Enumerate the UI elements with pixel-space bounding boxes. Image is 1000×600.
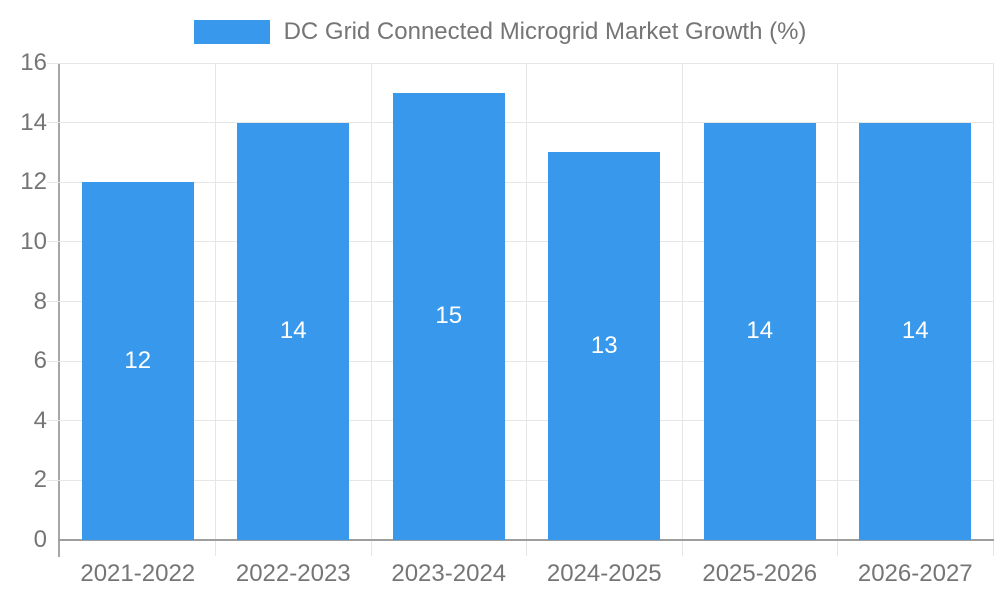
legend-swatch <box>193 20 270 44</box>
category-gridline <box>992 63 994 556</box>
y-tick-label: 0 <box>33 526 47 553</box>
bar-value-label: 13 <box>590 332 618 360</box>
y-gridline <box>47 241 993 243</box>
y-gridline <box>47 122 993 124</box>
bar: 14 <box>859 122 972 540</box>
x-axis-line <box>58 539 994 541</box>
y-tick-label: 12 <box>20 168 47 196</box>
bar: 14 <box>237 122 350 540</box>
y-tick-label: 14 <box>20 108 47 136</box>
x-tick-label: 2021-2022 <box>80 560 196 587</box>
y-gridline <box>47 479 993 481</box>
y-gridline <box>47 62 993 64</box>
x-tick-label: 2023-2024 <box>391 560 507 587</box>
category-gridline <box>681 63 683 556</box>
x-tick-label: 2026-2027 <box>857 560 973 587</box>
x-tick-label: 2024-2025 <box>546 560 662 587</box>
x-tick-label: 2022-2023 <box>235 560 351 587</box>
bar: 13 <box>548 152 661 540</box>
x-tick-label: 2025-2026 <box>702 560 818 587</box>
bar: 15 <box>392 92 505 540</box>
legend: DC Grid Connected Microgrid Market Growt… <box>0 18 1000 46</box>
category-gridline <box>215 63 216 556</box>
plot-area: 12 14 15 13 14 14 <box>47 62 994 556</box>
y-tick-label: 4 <box>33 406 47 434</box>
y-tick-label: 10 <box>20 227 47 255</box>
bar: 14 <box>703 122 816 540</box>
y-gridline <box>47 301 993 302</box>
category-gridline <box>837 63 838 556</box>
y-axis-line <box>58 63 60 557</box>
y-gridline <box>47 360 993 362</box>
bar-value-label: 12 <box>124 347 152 375</box>
bar: 12 <box>81 182 194 540</box>
y-gridline <box>47 181 993 183</box>
bar-value-label: 14 <box>746 317 774 345</box>
y-tick-label: 16 <box>20 49 47 76</box>
y-gridline <box>47 420 993 422</box>
y-tick-label: 8 <box>33 287 47 315</box>
bar-value-label: 14 <box>279 317 307 345</box>
category-gridline <box>526 63 527 556</box>
y-tick-label: 6 <box>33 347 47 375</box>
bar-value-label: 14 <box>901 317 929 345</box>
legend-label: DC Grid Connected Microgrid Market Growt… <box>283 18 807 45</box>
bar-value-label: 15 <box>435 302 463 330</box>
category-gridline <box>370 63 372 556</box>
y-tick-label: 2 <box>33 466 47 494</box>
